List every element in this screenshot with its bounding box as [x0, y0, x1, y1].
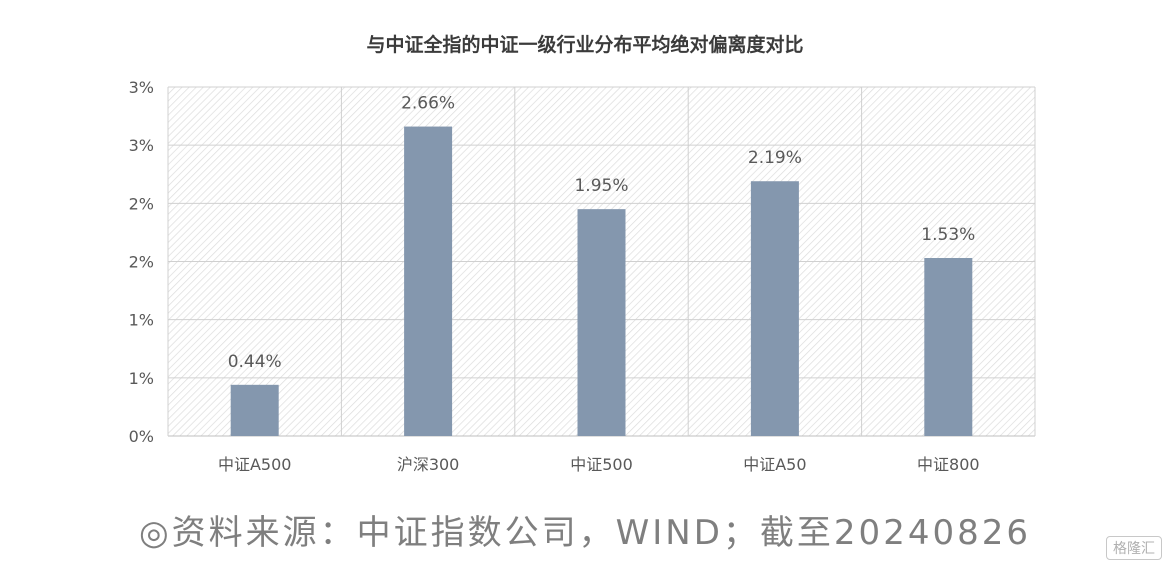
data-label: 1.95% [574, 176, 628, 196]
data-label: 1.53% [921, 225, 975, 245]
bar [750, 181, 799, 436]
bar [230, 384, 279, 436]
bar [404, 126, 453, 436]
y-tick-label: 2% [129, 194, 154, 213]
data-label: 2.19% [748, 148, 802, 168]
data-label: 2.66% [401, 94, 455, 114]
y-tick-label: 3% [129, 78, 154, 97]
x-tick-label: 中证800 [917, 455, 980, 474]
bar [924, 258, 973, 436]
chart-title: 与中证全指的中证一级行业分布平均绝对偏离度对比 [366, 34, 804, 56]
bars [230, 126, 973, 436]
x-tick-label: 中证500 [570, 455, 633, 474]
bar-chart: 0% 1% 1% 2% 2% 3% 3% 0.44% 中证A500 2.66% 沪深300 1.95%… [129, 78, 1036, 474]
x-tick-label: 中证A500 [218, 455, 292, 474]
labels: 0% 1% 1% 2% 2% 3% 3% 0.44% 中证A500 2.66% 沪深300 1.95%… [129, 78, 980, 474]
y-tick-label: 1% [129, 369, 154, 388]
y-tick-label: 2% [129, 253, 154, 272]
x-tick-label: 沪深300 [397, 455, 460, 474]
data-label: 0.44% [228, 352, 282, 372]
source-note: ◎资料来源：中证指数公司，WIND；截至20240826 [139, 513, 1031, 553]
watermark-logo: 格隆汇 [1106, 536, 1162, 560]
y-tick-label: 0% [129, 427, 154, 446]
y-tick-label: 1% [129, 311, 154, 330]
x-tick-label: 中证A50 [743, 455, 806, 474]
bar [577, 209, 626, 436]
y-tick-label: 3% [129, 136, 154, 155]
